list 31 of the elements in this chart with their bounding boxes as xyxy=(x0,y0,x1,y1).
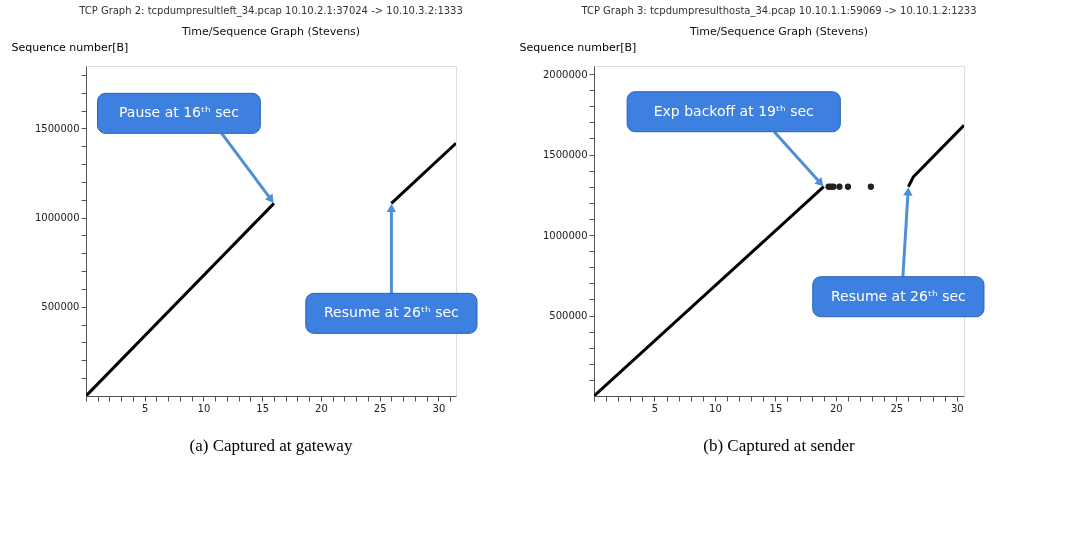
x-tick-label: 30 xyxy=(432,402,446,414)
x-tick-label: 20 xyxy=(829,402,843,414)
y-axis-title: Sequence number[B] xyxy=(11,40,129,54)
chart-title: TCP Graph 2: tcpdumpresultleft_34.pcap 10.10.2.1:37024 -> 10.10.3.2:1333 xyxy=(78,5,463,17)
y-tick-label: 1500000 xyxy=(34,122,80,134)
y-tick-label: 2000000 xyxy=(542,68,588,80)
x-tick-label: 5 xyxy=(142,402,149,414)
x-tick-label: 5 xyxy=(651,402,659,414)
x-tick-label: 15 xyxy=(256,402,270,414)
text: (b) Captured at sender xyxy=(703,436,856,455)
x-tick-label: 25 xyxy=(373,402,387,414)
text: (a) Captured at gateway xyxy=(189,436,353,455)
y-axis-title: Sequence number[B] xyxy=(519,40,637,54)
y-tick-label: 500000 xyxy=(41,301,80,313)
x-tick-label: 10 xyxy=(197,402,211,414)
x-tick-label: 10 xyxy=(709,402,722,414)
y-tick-label: 1500000 xyxy=(542,149,588,161)
x-tick-label: 15 xyxy=(769,402,783,414)
x-tick-label: 20 xyxy=(315,402,328,414)
chart-subtitle: Time/Sequence Graph (Stevens) xyxy=(180,25,361,38)
annotation: Resume at 26ᵗʰ sec xyxy=(324,304,459,321)
annotation: Pause at 16ᵗʰ sec xyxy=(119,104,239,121)
chart-subtitle: Time/Sequence Graph (Stevens) xyxy=(688,25,869,38)
y-tick-label: 1000000 xyxy=(34,212,80,224)
x-tick-label: 25 xyxy=(890,402,904,414)
annotation: Resume at 26ᵗʰ sec xyxy=(831,287,966,304)
annotation: Exp backoff at 19ᵗʰ sec xyxy=(653,102,814,119)
chart-title: TCP Graph 3: tcpdumpresulthosta_34.pcap 10.10.1.1:59069 -> 10.10.1.2:1233 xyxy=(580,5,977,17)
x-tick-label: 30 xyxy=(950,402,964,414)
y-tick-label: 500000 xyxy=(549,310,588,322)
y-tick-label: 1000000 xyxy=(542,229,588,241)
